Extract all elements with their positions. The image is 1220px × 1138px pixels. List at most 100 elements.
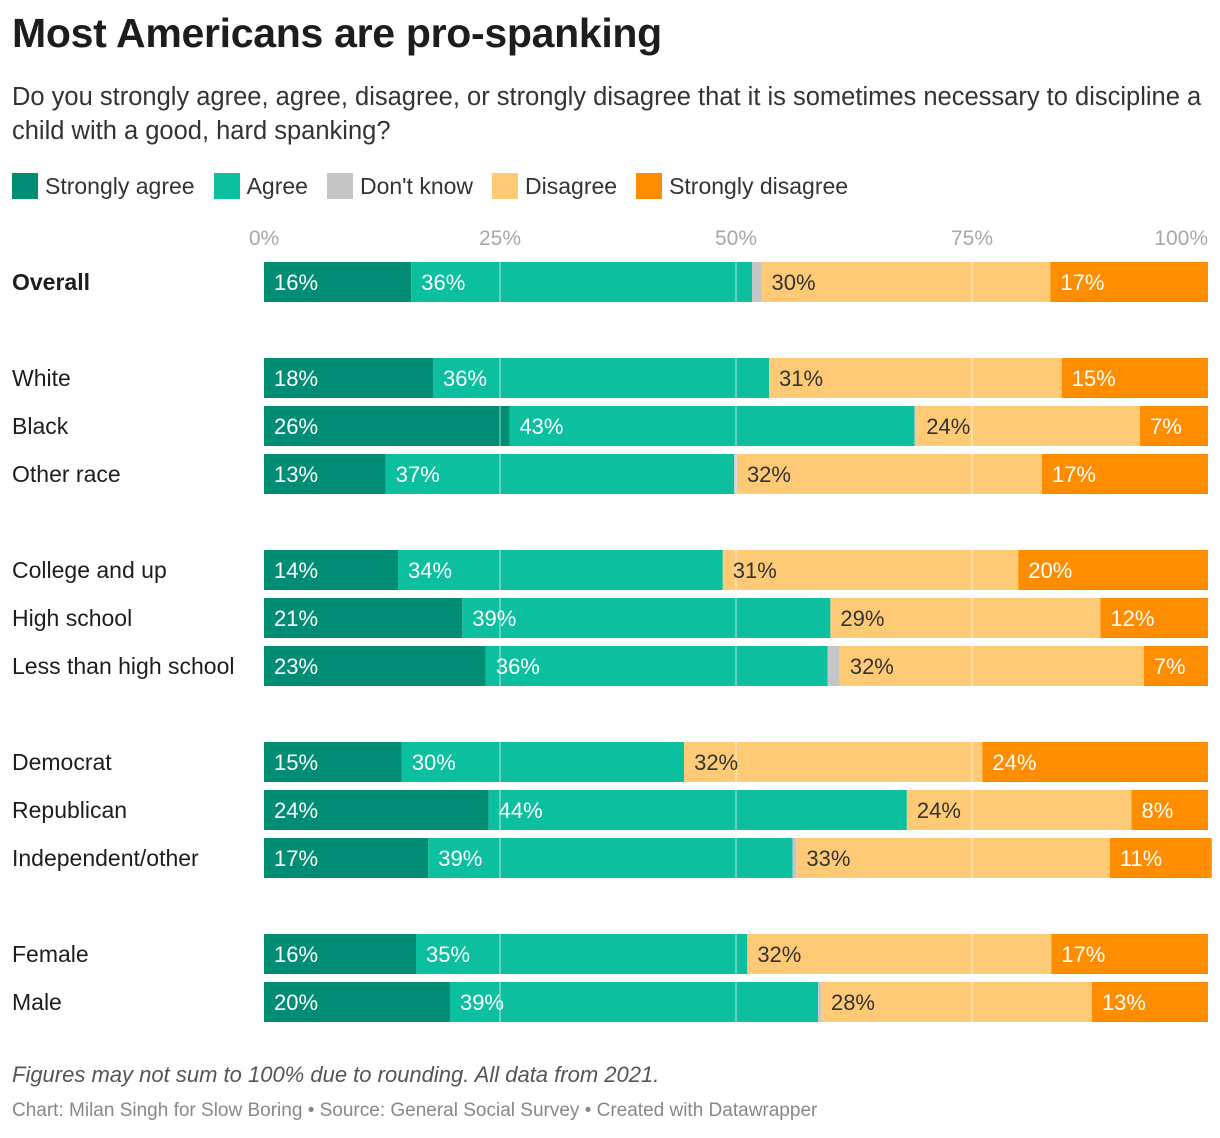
bar-segment — [916, 406, 1141, 446]
bar-row: College and up — [12, 550, 1208, 590]
bar-row: Overall — [12, 262, 1208, 302]
bar-segment — [1140, 406, 1208, 446]
bar-value-label: 32% — [747, 462, 791, 487]
bar-value-label: 15% — [274, 750, 318, 775]
bar-segment — [385, 454, 735, 494]
category-label: Democrat — [12, 749, 112, 775]
x-tick-label: 75% — [951, 227, 993, 250]
bar-value-label: 16% — [274, 942, 318, 967]
bar-segment — [818, 982, 821, 1022]
bar-value-label: 13% — [274, 462, 318, 487]
chart-title: Most Americans are pro-spanking — [12, 10, 662, 56]
bar-segment — [792, 838, 797, 878]
bar-segment — [906, 790, 1132, 830]
bar-row: Black — [12, 406, 1208, 446]
bar-value-label: 39% — [472, 606, 516, 631]
bar-segment — [1131, 790, 1208, 830]
bar-value-label: 28% — [831, 990, 875, 1015]
bar-value-label: 20% — [274, 990, 318, 1015]
gridlines — [499, 262, 973, 1022]
bar-segment — [1018, 550, 1208, 590]
bar-segment — [1100, 598, 1208, 638]
bar-value-label: 24% — [992, 750, 1036, 775]
bar-segment — [830, 598, 1101, 638]
category-label: Male — [12, 989, 62, 1015]
bar-segment — [264, 742, 402, 782]
bar-value-label: 20% — [1028, 558, 1072, 583]
bar-segment — [264, 598, 463, 638]
bar-segment — [747, 934, 1052, 974]
bar-segment — [264, 550, 399, 590]
bar-value-label: 17% — [274, 846, 318, 871]
bar-row: Male — [12, 982, 1208, 1022]
x-tick-label: 50% — [715, 227, 757, 250]
bar-segment — [264, 262, 412, 302]
bar-value-label: 36% — [496, 654, 540, 679]
category-label: Female — [12, 941, 89, 967]
stacked-bar-chart: 0% 25% 50% 75% 100% Overall White Black Other ra… — [12, 227, 1212, 1022]
bar-segment — [264, 838, 429, 878]
bar-segment — [1041, 454, 1208, 494]
category-label: Republican — [12, 797, 127, 823]
category-label: White — [12, 365, 71, 391]
bar-segment — [820, 982, 1092, 1022]
bar-segment — [509, 406, 915, 446]
bar-segment — [1109, 838, 1212, 878]
bar-value-label: 39% — [460, 990, 504, 1015]
bar-value-label: 14% — [274, 558, 318, 583]
category-label: Overall — [12, 269, 90, 295]
category-label: Other race — [12, 461, 121, 487]
bar-value-label: 12% — [1110, 606, 1154, 631]
bar-segment — [264, 454, 386, 494]
category-label: Less than high school — [12, 653, 235, 679]
bar-value-label: 31% — [779, 366, 823, 391]
bar-segment — [796, 838, 1110, 878]
bar-segment — [722, 550, 1019, 590]
bar-value-label: 24% — [926, 414, 970, 439]
bar-segment — [462, 598, 831, 638]
bar-value-label: 30% — [771, 270, 815, 295]
bar-value-label: 16% — [274, 270, 318, 295]
bar-value-label: 32% — [757, 942, 801, 967]
legend-swatch — [12, 173, 38, 199]
bar-value-label: 8% — [1142, 798, 1174, 823]
bar-segment — [752, 262, 762, 302]
bar-segment — [684, 742, 983, 782]
legend-label: Disagree — [525, 172, 618, 199]
bar-row: Independent/other — [12, 838, 1212, 878]
bar-segment — [264, 934, 416, 974]
bar-value-label: 21% — [274, 606, 318, 631]
value-labels: 16% 36% 30% 17% 18% 36% 31% 15% 26% 43% 24% 7% 13% 37… — [274, 270, 1186, 1015]
bar-value-label: 33% — [806, 846, 850, 871]
bar-segment — [264, 790, 489, 830]
x-tick-label: 25% — [479, 227, 521, 250]
bar-segment — [488, 790, 907, 830]
chart-notes: Figures may not sum to 100% due to round… — [12, 1062, 660, 1087]
bar-value-label: 7% — [1154, 654, 1186, 679]
bar-segment — [264, 646, 486, 686]
legend-swatch — [213, 173, 240, 199]
bars: Overall White Black Other race College and u… — [12, 262, 1212, 1022]
legend-swatch — [636, 173, 663, 199]
bar-value-label: 17% — [1052, 462, 1096, 487]
bar-row: High school — [12, 598, 1208, 638]
bar-value-label: 35% — [426, 942, 470, 967]
bar-segment — [485, 646, 828, 686]
bar-segment — [264, 406, 510, 446]
bar-value-label: 24% — [917, 798, 961, 823]
bar-value-label: 39% — [438, 846, 482, 871]
x-tick-label: 100% — [1154, 227, 1208, 250]
bar-value-label: 34% — [408, 558, 452, 583]
bar-value-label: 31% — [733, 558, 777, 583]
bar-value-label: 36% — [421, 270, 465, 295]
bar-segment — [1051, 934, 1208, 974]
bar-segment — [839, 646, 1144, 686]
bar-segment — [734, 454, 737, 494]
bar-value-label: 29% — [840, 606, 884, 631]
bar-value-label: 37% — [396, 462, 440, 487]
bar-value-label: 32% — [694, 750, 738, 775]
bar-segment — [1143, 646, 1208, 686]
bar-value-label: 15% — [1072, 366, 1116, 391]
bar-segment — [769, 358, 1062, 398]
x-tick-label: 0% — [249, 227, 279, 250]
